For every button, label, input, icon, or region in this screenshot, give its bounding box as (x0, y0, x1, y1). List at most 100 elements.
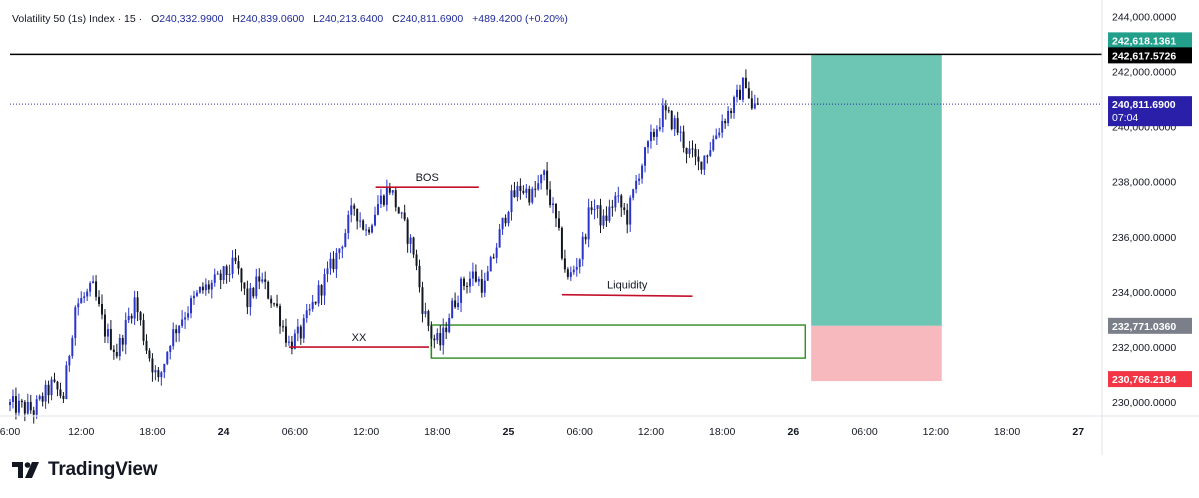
candle-body (287, 341, 290, 343)
candle-body (563, 258, 566, 270)
candle-body (204, 284, 207, 291)
y-tick-label: 244,000.0000 (1112, 11, 1176, 23)
candle-body (68, 356, 71, 366)
candle-body (611, 206, 614, 208)
candle-body (614, 195, 617, 208)
candle-body (264, 279, 267, 282)
candle-body (753, 103, 756, 109)
candle-body (376, 204, 379, 215)
candle-body (513, 190, 516, 198)
candle-body (326, 268, 329, 275)
candle-body (445, 327, 448, 333)
x-tick-label: 06:00 (851, 426, 877, 438)
countdown-tag: 07:04 (1112, 112, 1138, 124)
candle-body (718, 132, 721, 136)
entry-price-tag: 232,771.0360 (1112, 321, 1176, 333)
candle-body (557, 218, 560, 228)
candle-body (216, 273, 219, 275)
annotation-label-xx: XX (352, 332, 367, 344)
candle-body (371, 225, 374, 233)
candle-body (736, 89, 739, 98)
x-tick-label: 12:00 (353, 426, 379, 438)
candle-body (106, 329, 109, 337)
loss-zone (811, 325, 942, 382)
candle-body (646, 141, 649, 148)
candle-body (744, 77, 747, 89)
candle-body (207, 284, 210, 290)
candle-body (623, 207, 626, 211)
candle-body (415, 254, 418, 266)
candle-body (225, 266, 228, 276)
candle-body (688, 148, 691, 154)
candle-body (712, 139, 715, 151)
candle-body (160, 372, 163, 378)
candle-body (658, 127, 661, 130)
candle-body (495, 247, 498, 258)
candle-body (133, 297, 136, 319)
candle-body (697, 156, 700, 162)
candle-body (460, 278, 463, 303)
tradingview-brand[interactable]: TradingView (12, 459, 158, 481)
candle-body (575, 266, 578, 270)
candle-body (314, 301, 317, 304)
candle-body (92, 281, 95, 284)
candle-body (427, 311, 430, 326)
candle-body (531, 188, 534, 203)
candle-body (454, 300, 457, 308)
candle-body (433, 338, 436, 341)
candle-body (332, 258, 335, 270)
candle-body (112, 349, 115, 353)
candle-body (169, 346, 172, 352)
candle-body (347, 214, 350, 234)
candle-body (694, 148, 697, 157)
x-tick-label: 12:00 (638, 426, 664, 438)
candle-body (151, 358, 154, 373)
candle-body (258, 276, 261, 282)
candle-body (71, 338, 74, 357)
candle-body (750, 98, 753, 109)
candle-body (617, 195, 620, 197)
candle-body (175, 329, 178, 334)
y-tick-label: 230,000.0000 (1112, 397, 1176, 409)
candle-body (655, 129, 658, 137)
candle-body (127, 315, 130, 321)
candle-body (359, 220, 362, 222)
candle-body (382, 195, 385, 205)
candle-body (590, 207, 593, 211)
candle-body (210, 282, 213, 290)
high-label: H (232, 13, 240, 25)
candle-body (451, 300, 454, 319)
candle-body (270, 298, 273, 304)
candle-body (397, 207, 400, 214)
candle-body (442, 327, 445, 346)
candle-body (237, 261, 240, 269)
candle-body (596, 205, 599, 209)
candle-body (676, 118, 679, 133)
brand-name: TradingView (48, 459, 158, 480)
candle-body (62, 395, 65, 399)
candle-body (741, 77, 744, 100)
candle-body (507, 212, 510, 224)
candle-body (483, 280, 486, 293)
candle-body (578, 259, 581, 267)
candle-body (181, 319, 184, 326)
candle-body (305, 310, 308, 319)
candle-body (682, 131, 685, 148)
candle-body (14, 396, 17, 413)
symbol-title[interactable]: Volatility 50 (1s) Index · 15 · (12, 13, 143, 25)
candle-body (74, 307, 77, 339)
candle-body (605, 215, 608, 221)
candle-body (89, 283, 92, 292)
candle-body (510, 190, 513, 213)
low-label: L (313, 13, 319, 25)
candle-body (115, 352, 118, 357)
low-value: 240,213.6400 (319, 13, 384, 25)
candle-body (412, 237, 415, 255)
candle-body (56, 381, 59, 390)
chart-canvas[interactable]: BOS XX Liquidity 244,000.0000 242,000.0000 24… (0, 0, 1199, 455)
candle-body (365, 229, 368, 231)
candle-body (234, 257, 237, 262)
chart-frame[interactable]: BOS XX Liquidity 244,000.0000 242,000.0000 24… (0, 0, 1199, 455)
x-tick-label: 18:00 (139, 426, 165, 438)
candle-body (293, 333, 296, 349)
